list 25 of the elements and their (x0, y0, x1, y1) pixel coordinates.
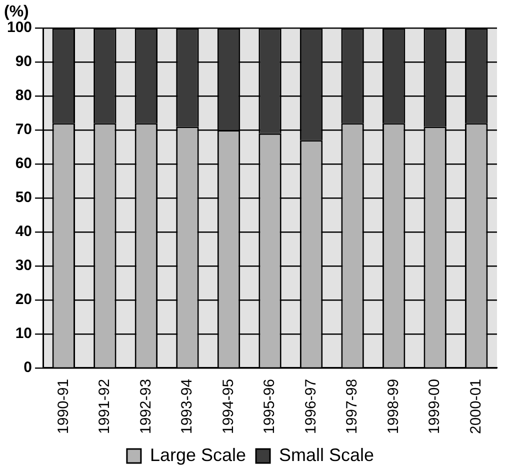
x-tick-label: 2000-01 (468, 378, 485, 434)
y-tick-label: 10 (15, 325, 32, 342)
y-tick-label: 50 (15, 189, 32, 206)
y-tick-label: 60 (15, 155, 32, 172)
legend-label: Small Scale (279, 444, 374, 465)
x-tick-label: 1993-94 (178, 378, 196, 434)
y-axis-title: (%) (4, 3, 29, 20)
y-tick-label: 90 (15, 53, 32, 70)
y-tick-label: 70 (15, 121, 32, 138)
x-tick-label: 1997-98 (344, 378, 361, 434)
y-tick-label: 20 (15, 291, 32, 308)
x-tick-label: 1992-93 (137, 378, 154, 434)
y-tick-label: 100 (6, 19, 32, 36)
y-tick-label: 80 (15, 87, 32, 104)
x-tick-label: 1999-00 (426, 378, 444, 434)
y-tick-label: 40 (15, 223, 32, 240)
x-tick-label: 1998-99 (384, 378, 402, 434)
y-tick-label: 30 (15, 257, 32, 274)
x-tick-label: 1990-91 (54, 378, 72, 434)
x-tick-label: 1995-96 (261, 378, 278, 434)
x-tick-label: 1996-97 (302, 378, 320, 434)
x-tick-label: 1991-92 (96, 378, 114, 434)
y-tick-label: 0 (24, 359, 32, 376)
legend-label: Large Scale (150, 444, 246, 465)
x-tick-label: 1994-95 (220, 378, 237, 434)
